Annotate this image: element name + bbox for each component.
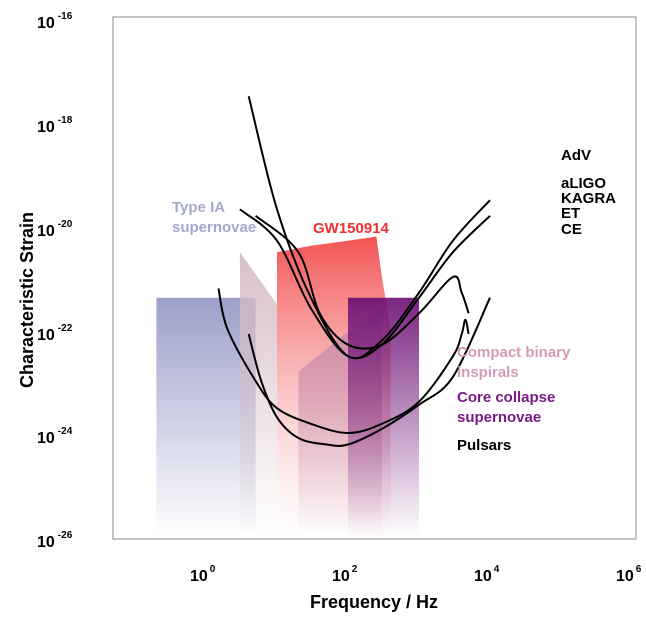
curve-et <box>217 288 470 435</box>
x-tick-label: 10 4 <box>474 564 500 585</box>
region-core-collapse-supernovae <box>348 297 419 537</box>
y-tick-label: 10 -22 <box>37 323 73 344</box>
y-tick-label: 10 -16 <box>37 11 73 32</box>
label-aligo: aLIGO <box>561 175 606 192</box>
region-type-ia-supernovae <box>239 252 277 537</box>
plot-frame <box>112 16 637 540</box>
y-tick-label: 10 -18 <box>37 115 73 136</box>
label-type-ia: Type IA <box>172 199 225 216</box>
x-tick-label: 10 6 <box>616 564 642 585</box>
x-tick-label: 10 2 <box>332 564 358 585</box>
y-tick-label: 10 -26 <box>37 530 73 551</box>
label-ce: CE <box>561 221 582 238</box>
label-kagra: KAGRA <box>561 190 616 207</box>
label-et: ET <box>561 205 580 222</box>
y-axis-label: Characteristic Strain <box>17 212 37 388</box>
y-tick-label: 10 -20 <box>37 219 73 240</box>
label-adv: AdV <box>561 147 591 164</box>
label-core-collapse-line2: supernovae <box>457 409 541 426</box>
x-tick-labels: 10 0 10 2 10 4 10 6 <box>190 564 642 585</box>
label-type-ia-line2: supernovae <box>172 219 256 236</box>
x-tick-label: 10 0 <box>190 564 216 585</box>
label-core-collapse: Core collapse <box>457 389 555 406</box>
label-compact-binary-line2: inspirals <box>457 364 519 381</box>
curve-kagra <box>254 215 470 350</box>
label-pulsars: Pulsars <box>457 437 511 454</box>
x-axis-label: Frequency / Hz <box>310 592 438 612</box>
source-regions <box>156 236 419 537</box>
label-compact-binary: Compact binary <box>457 344 571 361</box>
y-tick-label: 10 -24 <box>37 426 73 447</box>
label-gw150914: GW150914 <box>313 220 390 237</box>
region-pulsars <box>156 297 256 537</box>
detector-curves <box>217 95 491 447</box>
curve-ce <box>247 297 491 447</box>
curve-aligo <box>239 208 491 360</box>
y-tick-labels: 10 -16 10 -18 10 -20 10 -22 10 -24 10 -26 <box>37 11 73 551</box>
